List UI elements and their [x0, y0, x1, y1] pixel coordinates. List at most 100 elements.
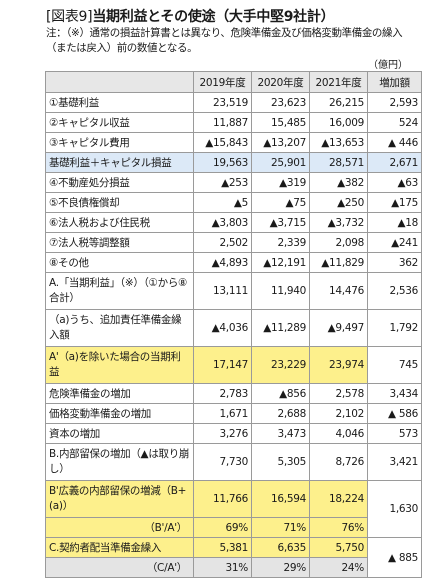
row-label: （a)うち、追加責任準備金繰入額 — [45, 309, 194, 347]
ratio-cell: 24% — [309, 557, 368, 578]
header-cell: 2019年度 — [193, 71, 252, 93]
increase-cell: ▲ 446 — [367, 132, 422, 153]
row-label: 基礎利益＋キャピタル損益 — [45, 152, 194, 173]
ratio-cell: 31% — [193, 557, 252, 578]
value-cell: ▲4,036 — [193, 309, 252, 347]
value-cell: 23,519 — [193, 92, 252, 113]
table-row: A.「当期利益」（※）（①から⑧合計） 13,111 11,940 14,476 2,5… — [45, 272, 422, 310]
value-cell: 5,305 — [251, 443, 310, 481]
value-cell: 14,476 — [309, 272, 368, 310]
table-row: ⑤不良債権償却 ▲5 ▲75 ▲250 ▲175 — [45, 192, 422, 213]
row-label: 資本の増加 — [45, 423, 194, 444]
row-label: 危険準備金の増加 — [45, 383, 194, 404]
table-body: ①基礎利益 23,519 23,623 26,215 2,593 ②キャピタル収益 11,8… — [45, 92, 422, 481]
value-cell: ▲250 — [309, 192, 368, 213]
increase-cell: 2,536 — [367, 272, 422, 310]
header-cell: 増加額 — [367, 71, 422, 93]
increase-cell: 3,434 — [367, 383, 422, 404]
ratio-cell: 69% — [193, 517, 252, 538]
value-cell: ▲75 — [251, 192, 310, 213]
profit-table: 2019年度 2020年度 2021年度 増加額 ①基礎利益 23,519 23,6… — [45, 71, 422, 578]
table-row: ⑧その他 ▲4,893 ▲12,191 ▲11,829 362 — [45, 252, 422, 273]
value-cell: 2,688 — [251, 403, 310, 424]
ratio-cell: 29% — [251, 557, 310, 578]
row-label: ⑦法人税等調整額 — [45, 232, 194, 253]
value-cell: 2,339 — [251, 232, 310, 253]
figure-label: [図表9] — [46, 9, 93, 25]
value-cell: 5,750 — [309, 537, 368, 558]
value-cell: 2,502 — [193, 232, 252, 253]
figure-note: 注：（※）通常の損益計算書とは異なり、危険準備金及び価格変動準備金の繰入（または… — [46, 27, 403, 54]
increase-cell: ▲241 — [367, 232, 422, 253]
value-cell: 23,229 — [251, 346, 310, 384]
table-row: 資本の増加 3,276 3,473 4,046 573 — [45, 423, 422, 444]
value-cell: 2,098 — [309, 232, 368, 253]
table-row: ③キャピタル費用 ▲15,843 ▲13,207 ▲13,653 ▲ 446 — [45, 132, 422, 153]
value-cell: 1,671 — [193, 403, 252, 424]
value-cell: 16,009 — [309, 112, 368, 133]
increase-cell: 524 — [367, 112, 422, 133]
increase-cell: 2,593 — [367, 92, 422, 113]
ratio-label: （C/A'） — [45, 557, 194, 578]
header-cell: 2021年度 — [309, 71, 368, 93]
value-cell: ▲319 — [251, 172, 310, 193]
figure-title: [図表9]当期利益とその使途（大手中堅9社計） — [46, 6, 335, 26]
ratio-row: （C/A'） 31% 29% 24% — [45, 557, 422, 578]
value-cell: 8,726 — [309, 443, 368, 481]
value-cell: 11,940 — [251, 272, 310, 310]
table-row: ②キャピタル収益 11,887 15,485 16,009 524 — [45, 112, 422, 133]
value-cell: ▲11,289 — [251, 309, 310, 347]
value-cell: 2,783 — [193, 383, 252, 404]
increase-cell: 573 — [367, 423, 422, 444]
header-cell: 2020年度 — [251, 71, 310, 93]
value-cell: 18,224 — [309, 480, 368, 518]
value-cell: ▲15,843 — [193, 132, 252, 153]
table-row: ④不動産処分損益 ▲253 ▲319 ▲382 ▲63 — [45, 172, 422, 193]
ratio-label: （B'/A'） — [45, 517, 194, 538]
row-label: ⑥法人税および住民税 — [45, 212, 194, 233]
value-cell: ▲11,829 — [309, 252, 368, 273]
value-cell: 19,563 — [193, 152, 252, 173]
value-cell: ▲4,893 — [193, 252, 252, 273]
row-label: ③キャピタル費用 — [45, 132, 194, 153]
value-cell: 28,571 — [309, 152, 368, 173]
value-cell: ▲3,803 — [193, 212, 252, 233]
value-cell: 3,473 — [251, 423, 310, 444]
figure: [図表9]当期利益とその使途（大手中堅9社計） 注：（※）通常の損益計算書とは異… — [45, 6, 422, 578]
row-label: ⑧その他 — [45, 252, 194, 273]
value-cell: ▲253 — [193, 172, 252, 193]
value-cell: ▲3,732 — [309, 212, 368, 233]
header-row: 2019年度 2020年度 2021年度 増加額 — [45, 71, 422, 93]
table-row: 基礎利益＋キャピタル損益 19,563 25,901 28,571 2,671 — [45, 152, 422, 173]
table-row: A'（a)を除いた場合の当期利益 17,147 23,229 23,974 745 — [45, 346, 422, 384]
increase-cell: 362 — [367, 252, 422, 273]
value-cell: ▲856 — [251, 383, 310, 404]
table-row: （a)うち、追加責任準備金繰入額 ▲4,036 ▲11,289 ▲9,497 1,792 — [45, 309, 422, 347]
value-cell: ▲12,191 — [251, 252, 310, 273]
value-cell: 23,623 — [251, 92, 310, 113]
header-cell — [45, 71, 194, 93]
row-label: C.契約者配当準備金繰入 — [45, 537, 194, 558]
ratio-cell: 76% — [309, 517, 368, 538]
table-row: 価格変動準備金の増加 1,671 2,688 2,102 ▲ 586 — [45, 403, 422, 424]
value-cell: ▲13,207 — [251, 132, 310, 153]
value-cell: 11,766 — [193, 480, 252, 518]
increase-cell: ▲ 586 — [367, 403, 422, 424]
increase-cell: 1,630 — [367, 480, 422, 538]
row-label: A.「当期利益」（※）（①から⑧合計） — [45, 272, 194, 310]
value-cell: 5,381 — [193, 537, 252, 558]
value-cell: 16,594 — [251, 480, 310, 518]
value-cell: 4,046 — [309, 423, 368, 444]
row-label: ④不動産処分損益 — [45, 172, 194, 193]
value-cell: ▲382 — [309, 172, 368, 193]
value-cell: ▲9,497 — [309, 309, 368, 347]
ratio-cell: 71% — [251, 517, 310, 538]
value-cell: 11,887 — [193, 112, 252, 133]
value-cell: ▲5 — [193, 192, 252, 213]
row-label: 価格変動準備金の増加 — [45, 403, 194, 424]
row-label: ⑤不良債権償却 — [45, 192, 194, 213]
table-row: 危険準備金の増加 2,783 ▲856 2,578 3,434 — [45, 383, 422, 404]
increase-cell: ▲175 — [367, 192, 422, 213]
increase-cell: 745 — [367, 346, 422, 384]
increase-cell: ▲63 — [367, 172, 422, 193]
